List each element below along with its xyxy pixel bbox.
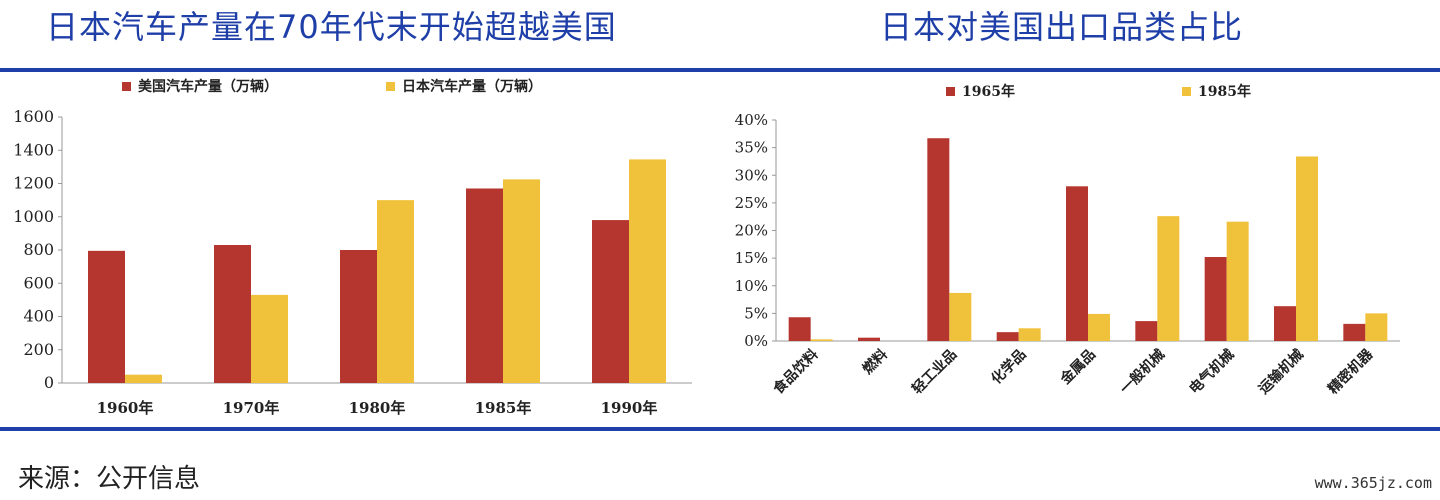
export-category-label: 金属品 xyxy=(1056,346,1098,388)
export-bar-1-6 xyxy=(1226,221,1249,341)
production-bar-1-1 xyxy=(251,294,288,383)
export-legend-label-0: 1965年 xyxy=(962,83,1015,100)
export-category-label: 化学品 xyxy=(988,346,1030,388)
export-category-label: 燃料 xyxy=(859,346,891,378)
production-category-label: 1980年 xyxy=(349,399,406,417)
production-bar-1-3 xyxy=(503,179,540,383)
export-share-chart: 1965年 1985年 0% 5% 10% 15% 20% 25% 30% 35% 40% 食品饮料 燃… xyxy=(735,83,1400,398)
production-y-tick-label: 1600 xyxy=(13,107,54,126)
export-category-label: 精密机器 xyxy=(1325,345,1377,397)
production-legend-label-1: 日本汽车产量（万辆） xyxy=(402,78,542,95)
production-category-label: 1960年 xyxy=(97,399,154,417)
production-bar-1-4 xyxy=(629,159,666,383)
left-chart-title: 日本汽车产量在70年代末开始超越美国 xyxy=(46,8,617,46)
production-bar-0-4 xyxy=(592,220,629,383)
export-bar-1-2 xyxy=(949,292,972,341)
export-bar-1-3 xyxy=(1018,328,1041,341)
export-bar-0-2 xyxy=(927,138,950,341)
car-production-chart: 美国汽车产量（万辆） 日本汽车产量（万辆） 0 200 400 600 800 1000 120… xyxy=(13,78,692,417)
export-category-label: 电气机械 xyxy=(1186,346,1238,398)
export-y-tick-label: 35% xyxy=(735,139,768,157)
export-y-tick-label: 10% xyxy=(735,277,768,295)
production-category-label: 1985年 xyxy=(475,399,532,417)
export-y-tick-label: 5% xyxy=(744,304,768,322)
export-bar-0-4 xyxy=(1066,186,1088,341)
production-bar-0-1 xyxy=(214,245,251,383)
export-category-label: 一般机械 xyxy=(1117,346,1169,398)
export-bar-1-0 xyxy=(810,339,833,341)
export-bar-1-8 xyxy=(1365,313,1388,341)
export-category-label: 食品饮料 xyxy=(770,346,822,398)
right-chart-title: 日本对美国出口品类占比 xyxy=(880,8,1244,46)
top-divider xyxy=(0,68,1440,72)
export-category-label: 轻工业品 xyxy=(909,346,961,398)
production-legend-label-0: 美国汽车产量（万辆） xyxy=(138,78,278,95)
production-bar-1-0 xyxy=(125,374,162,383)
production-y-tick-label: 400 xyxy=(23,307,54,326)
bottom-divider xyxy=(0,427,1440,431)
production-legend-swatch-1 xyxy=(386,82,395,91)
export-bar-0-6 xyxy=(1204,257,1227,341)
export-bar-0-8 xyxy=(1343,323,1366,341)
export-bar-1-4 xyxy=(1088,313,1110,341)
production-y-tick-label: 1200 xyxy=(13,174,54,193)
export-y-tick-label: 25% xyxy=(735,194,768,212)
export-bar-0-7 xyxy=(1274,306,1296,341)
export-y-tick-label: 20% xyxy=(735,222,768,240)
production-category-label: 1970年 xyxy=(223,399,280,417)
production-y-tick-label: 1400 xyxy=(13,140,54,159)
production-y-tick-label: 1000 xyxy=(13,207,54,226)
export-bar-1-5 xyxy=(1157,216,1180,341)
production-y-tick-label: 0 xyxy=(44,373,54,392)
source-note: 来源：公开信息 xyxy=(18,464,201,494)
production-bar-0-0 xyxy=(88,250,125,383)
export-bar-0-0 xyxy=(788,317,811,341)
export-bar-0-3 xyxy=(996,332,1019,341)
export-legend-label-1: 1985年 xyxy=(1198,83,1251,100)
production-bar-0-2 xyxy=(340,250,377,383)
export-category-label: 运输机械 xyxy=(1255,346,1307,398)
export-bar-1-7 xyxy=(1296,156,1318,341)
export-y-tick-label: 40% xyxy=(735,111,768,129)
export-y-tick-label: 0% xyxy=(744,332,768,350)
watermark: www.365jz.com xyxy=(1314,474,1432,492)
production-bar-1-2 xyxy=(377,200,414,383)
export-y-tick-label: 15% xyxy=(735,249,768,267)
export-bar-0-5 xyxy=(1135,321,1158,341)
production-category-label: 1990年 xyxy=(601,399,658,417)
export-y-tick-label: 30% xyxy=(735,166,768,184)
production-bar-0-3 xyxy=(466,188,503,383)
production-y-tick-label: 800 xyxy=(23,240,54,259)
export-legend-swatch-0 xyxy=(946,87,955,96)
export-bar-0-1 xyxy=(858,337,880,341)
production-legend-swatch-0 xyxy=(122,82,131,91)
production-y-tick-label: 200 xyxy=(23,340,54,359)
production-y-tick-label: 600 xyxy=(23,273,54,292)
export-legend-swatch-1 xyxy=(1182,87,1191,96)
